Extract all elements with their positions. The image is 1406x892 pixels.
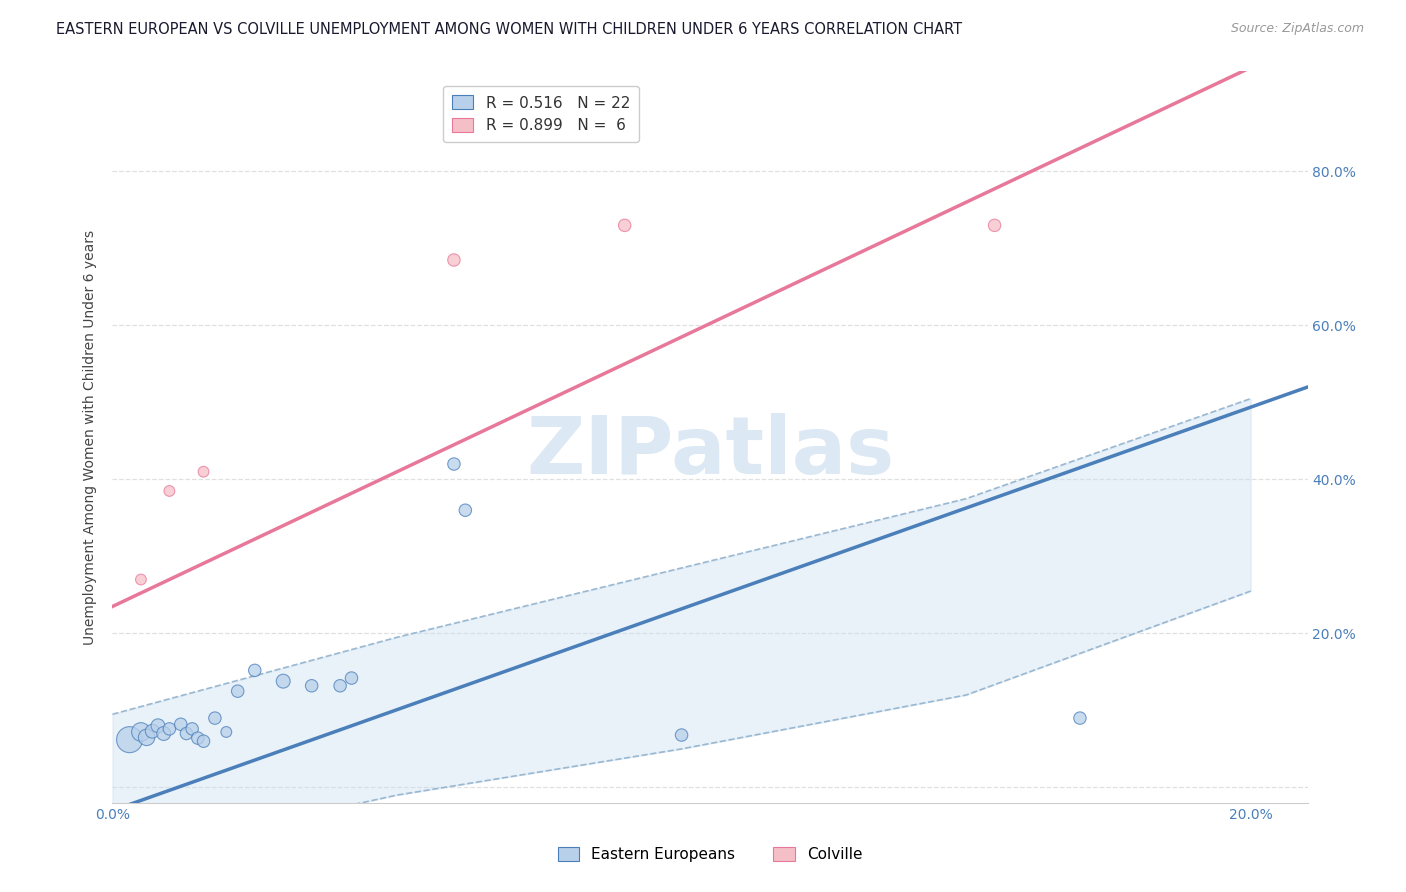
Point [193,734,215,748]
Y-axis label: Unemployment Among Women with Children Under 6 years: Unemployment Among Women with Children U… [83,229,97,645]
Point [1069,711,1091,725]
Point [135,731,157,745]
Text: EASTERN EUROPEAN VS COLVILLE UNEMPLOYMENT AMONG WOMEN WITH CHILDREN UNDER 6 YEAR: EASTERN EUROPEAN VS COLVILLE UNEMPLOYMEN… [56,22,962,37]
Text: Source: ZipAtlas.com: Source: ZipAtlas.com [1230,22,1364,36]
Point [215,725,238,739]
Text: ZIPatlas: ZIPatlas [526,413,894,491]
Point [187,731,209,745]
Point [204,711,226,725]
Point [329,679,352,693]
Point [129,573,152,587]
Point [146,719,169,733]
Point [301,679,323,693]
Point [181,722,204,736]
Point [226,684,249,698]
Point [129,725,152,739]
Point [443,457,465,471]
Point [613,219,636,233]
Legend: R = 0.516   N = 22, R = 0.899   N =  6: R = 0.516 N = 22, R = 0.899 N = 6 [443,87,640,143]
Point [176,726,198,740]
Point [443,252,465,267]
Point [454,503,477,517]
Point [141,724,163,739]
Point [671,728,693,742]
Point [271,674,294,689]
Point [152,726,174,740]
Point [983,219,1005,233]
Point [157,722,180,736]
Point [243,664,266,678]
Point [193,465,215,479]
Point [157,483,180,498]
Point [118,732,141,747]
Point [170,717,193,731]
Point [340,671,363,685]
